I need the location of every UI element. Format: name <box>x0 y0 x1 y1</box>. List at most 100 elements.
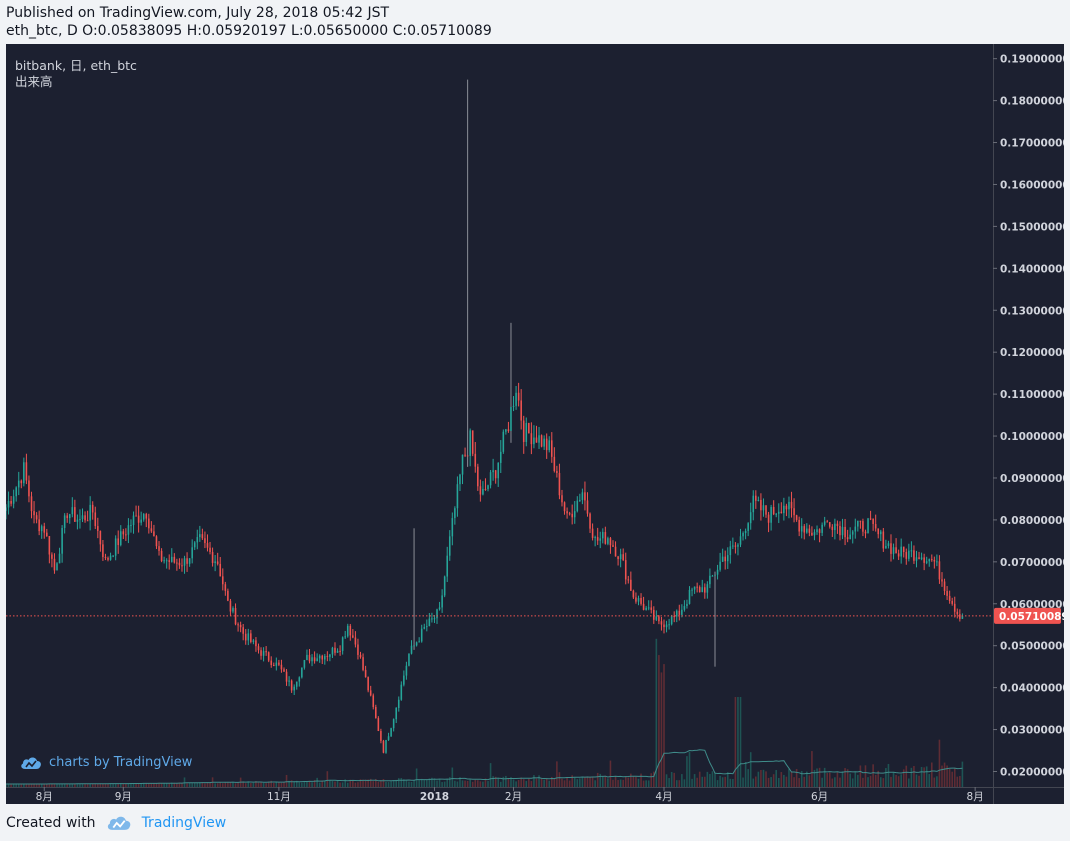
candle-body <box>137 515 140 523</box>
volume-bar <box>76 783 79 787</box>
candle-body <box>637 598 640 602</box>
volume-bar <box>130 782 132 787</box>
volume-bar <box>313 779 316 787</box>
volume-bar <box>270 780 273 787</box>
candle-body <box>40 526 43 532</box>
candle-body <box>793 508 795 516</box>
volume-bar <box>879 777 882 787</box>
volume-bar <box>489 763 492 787</box>
candle-body <box>678 610 681 615</box>
volume-bar <box>311 782 313 787</box>
candle-body <box>885 545 887 549</box>
candle-body <box>15 487 17 497</box>
volume-bar <box>28 783 30 787</box>
candle-body <box>711 575 714 577</box>
volume-bar <box>94 783 97 787</box>
volume-bar <box>512 779 515 787</box>
volume-bar <box>227 781 229 787</box>
candle-body <box>640 598 642 604</box>
volume-bar <box>420 778 423 787</box>
candle-body <box>540 435 543 447</box>
volume-bar <box>415 768 418 787</box>
chart-watermark[interactable]: charts by TradingView <box>20 755 192 770</box>
volume-bar <box>204 783 206 787</box>
candle-body <box>364 669 367 678</box>
volume-bar <box>107 783 109 787</box>
volume-bar <box>38 783 40 787</box>
x-tick-label: 9月 <box>115 791 132 803</box>
volume-bar <box>614 776 617 787</box>
y-tick-label: 0.06000000 <box>1000 599 1064 611</box>
candle-body <box>869 518 872 520</box>
candle-body <box>550 440 553 457</box>
volume-bar <box>410 781 413 787</box>
candle-body <box>913 550 915 561</box>
volume-bar <box>714 772 716 787</box>
candle-body <box>959 614 961 619</box>
chart-area[interactable]: 0.02000000 0.03000000 0.04000000 0.05000000… <box>6 44 1064 804</box>
candle-body <box>84 515 86 521</box>
volume-bar <box>788 768 790 787</box>
candle-body <box>698 587 701 593</box>
volume-bar <box>275 782 278 787</box>
candle-body <box>961 615 964 619</box>
candle-body <box>423 627 426 629</box>
candle-body <box>260 650 262 656</box>
volume-bar <box>556 761 558 787</box>
candle-body <box>10 501 12 504</box>
volume-bar <box>188 782 191 787</box>
candle-body <box>719 561 721 570</box>
y-tick-label: 0.08000000 <box>1000 515 1064 527</box>
volume-bar <box>150 783 153 787</box>
candle-body <box>589 513 591 529</box>
volume-bar <box>160 783 163 787</box>
candle-body <box>808 528 811 533</box>
volume-bar <box>658 655 660 787</box>
volume-bar <box>369 778 372 787</box>
tradingview-brand-link[interactable]: TradingView <box>141 815 227 831</box>
candle-body <box>941 579 943 582</box>
candle-body <box>38 519 40 532</box>
candle-body <box>214 561 216 563</box>
volume-bar <box>785 776 788 787</box>
volume-bar <box>224 782 227 787</box>
volume-bar <box>777 778 780 787</box>
volume-bar <box>280 782 283 787</box>
candle-body <box>99 530 102 545</box>
candle-body <box>267 652 270 661</box>
volume-bar <box>604 775 607 787</box>
volume-bar <box>951 771 953 787</box>
candle-body <box>737 544 739 547</box>
candle-body <box>517 392 520 401</box>
x-tick-label: 4月 <box>655 791 672 803</box>
candle-body <box>114 538 117 556</box>
volume-bar <box>6 784 7 787</box>
candle-body <box>250 633 252 642</box>
volume-bar <box>68 783 71 787</box>
candle-body <box>142 514 145 520</box>
candle-body <box>732 545 734 547</box>
volume-bar <box>624 776 627 787</box>
candle-body <box>862 521 864 532</box>
volume-bar <box>887 763 890 787</box>
volume-bar <box>795 768 798 787</box>
candle-body <box>701 587 704 593</box>
candle-body <box>209 547 211 553</box>
price-chart[interactable]: 0.02000000 0.03000000 0.04000000 0.05000000… <box>6 44 1064 804</box>
volume-bar <box>579 778 581 787</box>
volume-bar <box>148 782 150 787</box>
candle-body <box>910 550 913 552</box>
candle-body <box>596 537 599 541</box>
volume-bar <box>43 783 46 787</box>
candle-body <box>867 518 869 534</box>
candle-body <box>239 624 242 628</box>
volume-bar <box>535 778 538 787</box>
volume-bar <box>895 774 897 787</box>
ohlc-readout: eth_btc, D O:0.05838095 H:0.05920197 L:0… <box>6 23 492 39</box>
candle-body <box>244 633 247 641</box>
tradingview-cloud-icon <box>107 816 130 830</box>
volume-bar <box>104 783 107 787</box>
candle-body <box>839 525 841 536</box>
candle-body <box>403 675 405 685</box>
volume-bar <box>908 778 910 787</box>
